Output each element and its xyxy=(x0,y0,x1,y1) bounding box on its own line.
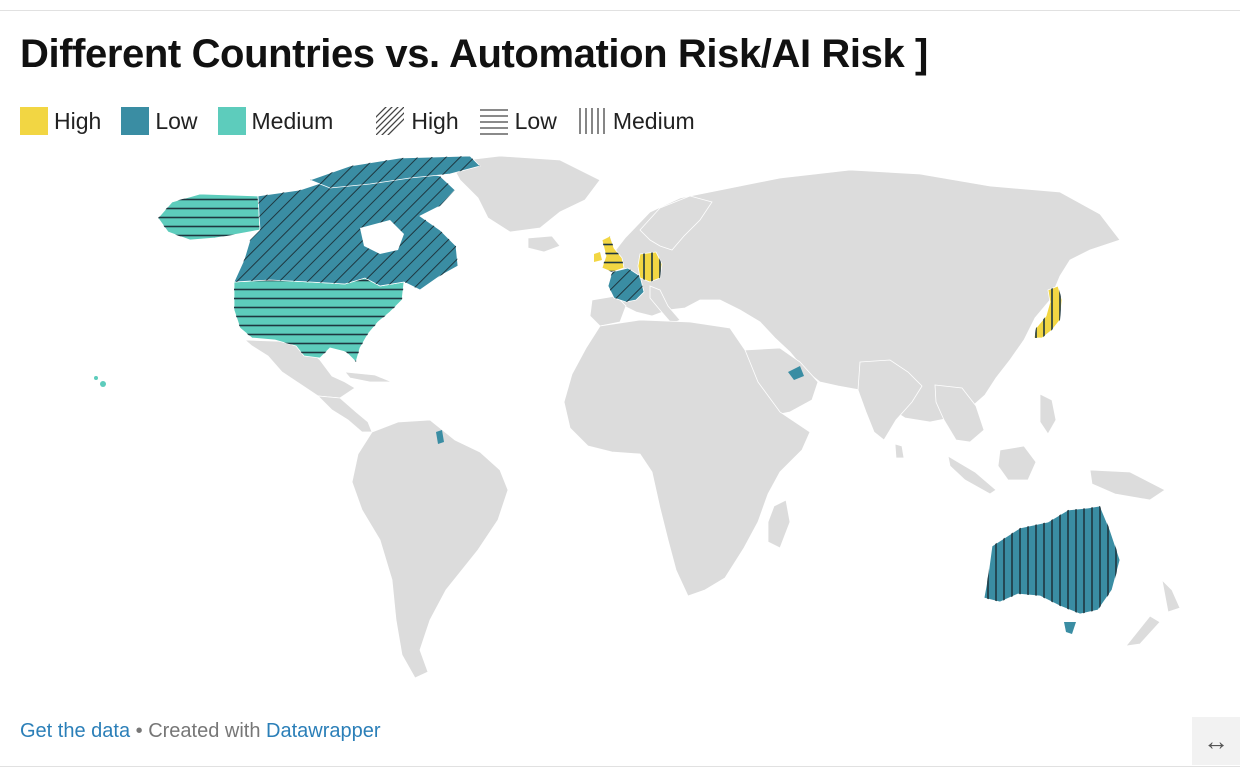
country-united-states xyxy=(94,193,405,387)
country-canada xyxy=(233,155,481,291)
southeast-asia xyxy=(934,384,985,443)
country-germany xyxy=(637,251,663,283)
borneo xyxy=(997,445,1037,481)
africa xyxy=(563,319,811,597)
world-map xyxy=(94,155,1181,679)
resize-button[interactable]: ↔ xyxy=(1192,717,1240,765)
country-french-guiana xyxy=(436,430,444,444)
iceland xyxy=(527,235,561,253)
legend-pattern-label-medium: Medium xyxy=(612,107,695,134)
vertical-lines-icon xyxy=(579,108,605,134)
legend-color-medium: Medium xyxy=(217,107,334,135)
country-united-kingdom xyxy=(594,235,625,273)
sri-lanka xyxy=(894,443,905,459)
sumatra xyxy=(947,455,997,495)
greenland xyxy=(449,155,601,233)
legend-color-low: Low xyxy=(121,107,198,135)
madagascar xyxy=(767,499,791,549)
footer-separator: • Created with xyxy=(130,720,267,742)
legend-pattern-medium: Medium xyxy=(577,106,695,136)
legend-label-medium: Medium xyxy=(251,107,334,134)
bottom-rule xyxy=(0,766,1240,767)
scandinavia xyxy=(639,195,713,251)
legend-swatch-medium xyxy=(217,107,246,135)
legend-color-high: High xyxy=(20,107,101,135)
legend: High Low Medium High Low xyxy=(20,106,715,136)
country-uae xyxy=(788,366,804,380)
datawrapper-link[interactable]: Datawrapper xyxy=(266,720,381,742)
philippines xyxy=(1039,393,1057,435)
cuba xyxy=(344,371,393,383)
india xyxy=(857,359,923,441)
top-rule xyxy=(0,10,1240,11)
central-america xyxy=(316,395,373,433)
legend-pattern-low: Low xyxy=(479,106,557,136)
new-zealand xyxy=(1125,578,1181,647)
chart-title: Different Countries vs. Automation Risk/… xyxy=(20,32,928,76)
legend-swatch-low xyxy=(121,107,150,135)
south-america xyxy=(351,419,509,679)
footer: Get the data • Created with Datawrapper xyxy=(20,720,381,743)
legend-pattern-high: High xyxy=(375,106,459,136)
country-france xyxy=(607,267,645,303)
eurasia xyxy=(607,169,1121,423)
horizontal-resize-icon: ↔ xyxy=(1203,725,1229,756)
legend-pattern-label-high: High xyxy=(411,107,459,134)
legend-swatch-high xyxy=(20,107,48,135)
new-guinea xyxy=(1089,469,1166,501)
legend-pattern-label-low: Low xyxy=(514,107,557,134)
get-data-link[interactable]: Get the data xyxy=(20,720,131,742)
country-australia xyxy=(983,505,1121,634)
legend-label-low: Low xyxy=(155,107,198,134)
country-japan xyxy=(1033,285,1063,339)
diagonal-hatch-icon xyxy=(376,107,405,135)
horizontal-lines-icon xyxy=(479,109,508,135)
legend-label-high: High xyxy=(54,107,102,134)
